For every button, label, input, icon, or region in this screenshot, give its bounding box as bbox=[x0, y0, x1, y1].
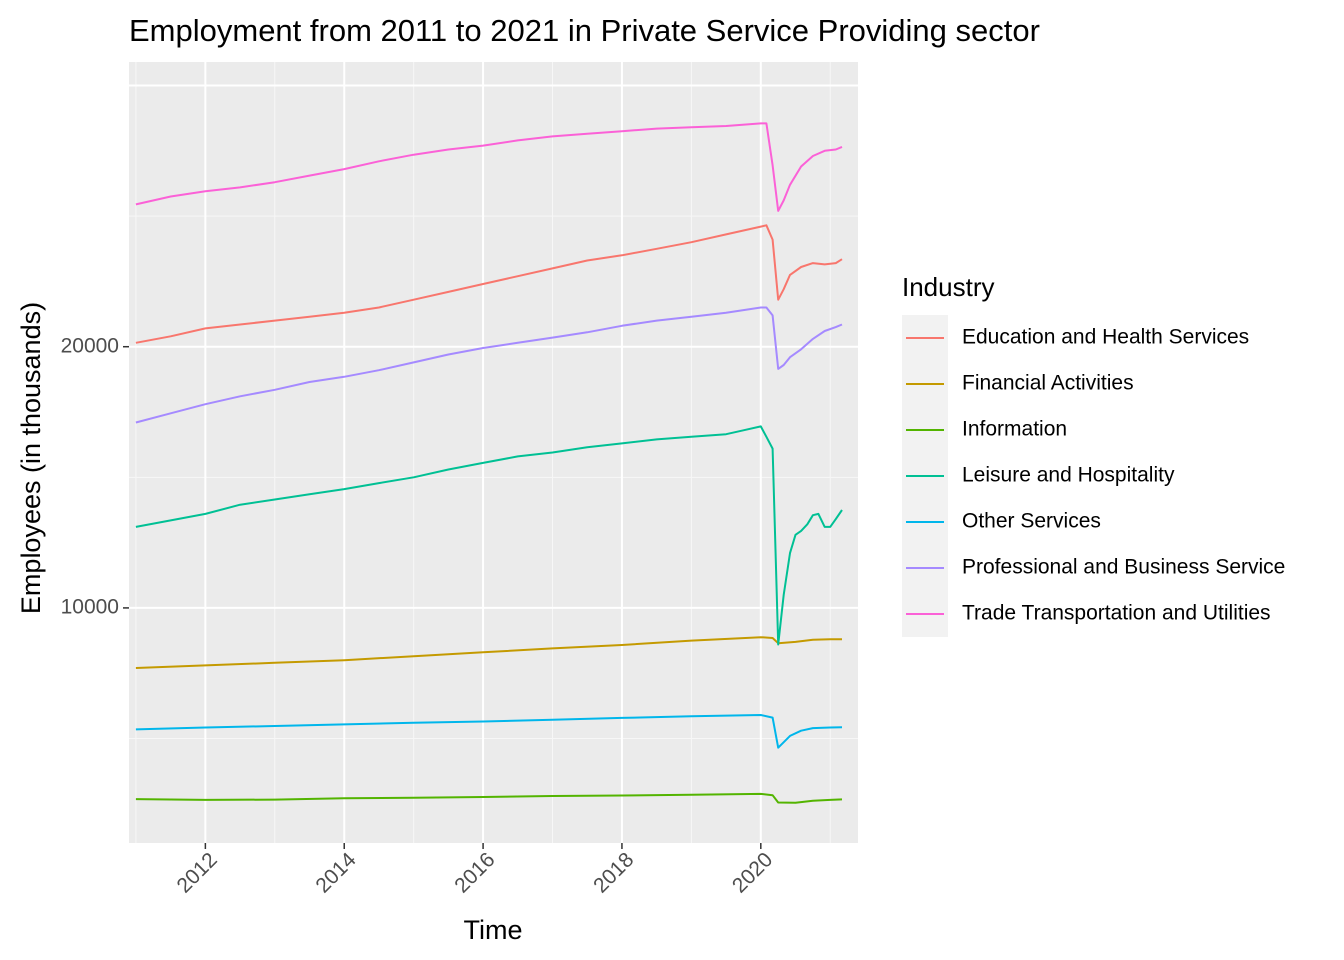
x-tick-label: 2016 bbox=[450, 848, 499, 897]
x-tick-label: 2012 bbox=[173, 848, 222, 897]
y-tick-label: 10000 bbox=[61, 595, 119, 618]
legend-label-professional-and-business-service: Professional and Business Service bbox=[962, 556, 1285, 579]
series-line-leisure-and-hospitality bbox=[135, 425, 843, 646]
series-line-trade-transportation-and-utilities bbox=[135, 122, 843, 212]
x-axis-title: Time bbox=[464, 915, 523, 945]
x-axis: 2012 2014 2016 2018 2020 bbox=[173, 843, 777, 898]
plot-panel bbox=[129, 62, 858, 843]
legend-label-trade-transportation-and-utilities: Trade Transportation and Utilities bbox=[962, 602, 1271, 625]
legend-label-other-services: Other Services bbox=[962, 510, 1101, 533]
series-line-professional-and-business-service bbox=[135, 306, 843, 424]
series-line-education-and-health-services bbox=[135, 224, 843, 344]
y-axis-title: Employees (in thousands) bbox=[16, 302, 46, 614]
y-axis: 10000 20000 bbox=[61, 334, 129, 618]
x-tick-label: 2018 bbox=[589, 848, 638, 897]
legend-label-leisure-and-hospitality: Leisure and Hospitality bbox=[962, 464, 1175, 487]
x-tick-label: 2020 bbox=[728, 848, 777, 897]
grid bbox=[129, 62, 858, 843]
y-tick-label: 20000 bbox=[61, 334, 119, 357]
x-tick-label: 2014 bbox=[311, 848, 361, 898]
legend-label-education-and-health-services: Education and Health Services bbox=[962, 326, 1249, 349]
series-lines bbox=[135, 122, 843, 804]
chart-title: Employment from 2011 to 2021 in Private … bbox=[129, 13, 1040, 48]
series-line-information bbox=[135, 792, 843, 804]
series-line-other-services bbox=[135, 714, 843, 749]
legend-label-financial-activities: Financial Activities bbox=[962, 372, 1134, 395]
legend: Industry Education and Health Services Fi… bbox=[902, 272, 1285, 637]
legend-label-information: Information bbox=[962, 418, 1067, 441]
series-line-financial-activities bbox=[135, 636, 842, 669]
legend-title: Industry bbox=[902, 272, 995, 302]
